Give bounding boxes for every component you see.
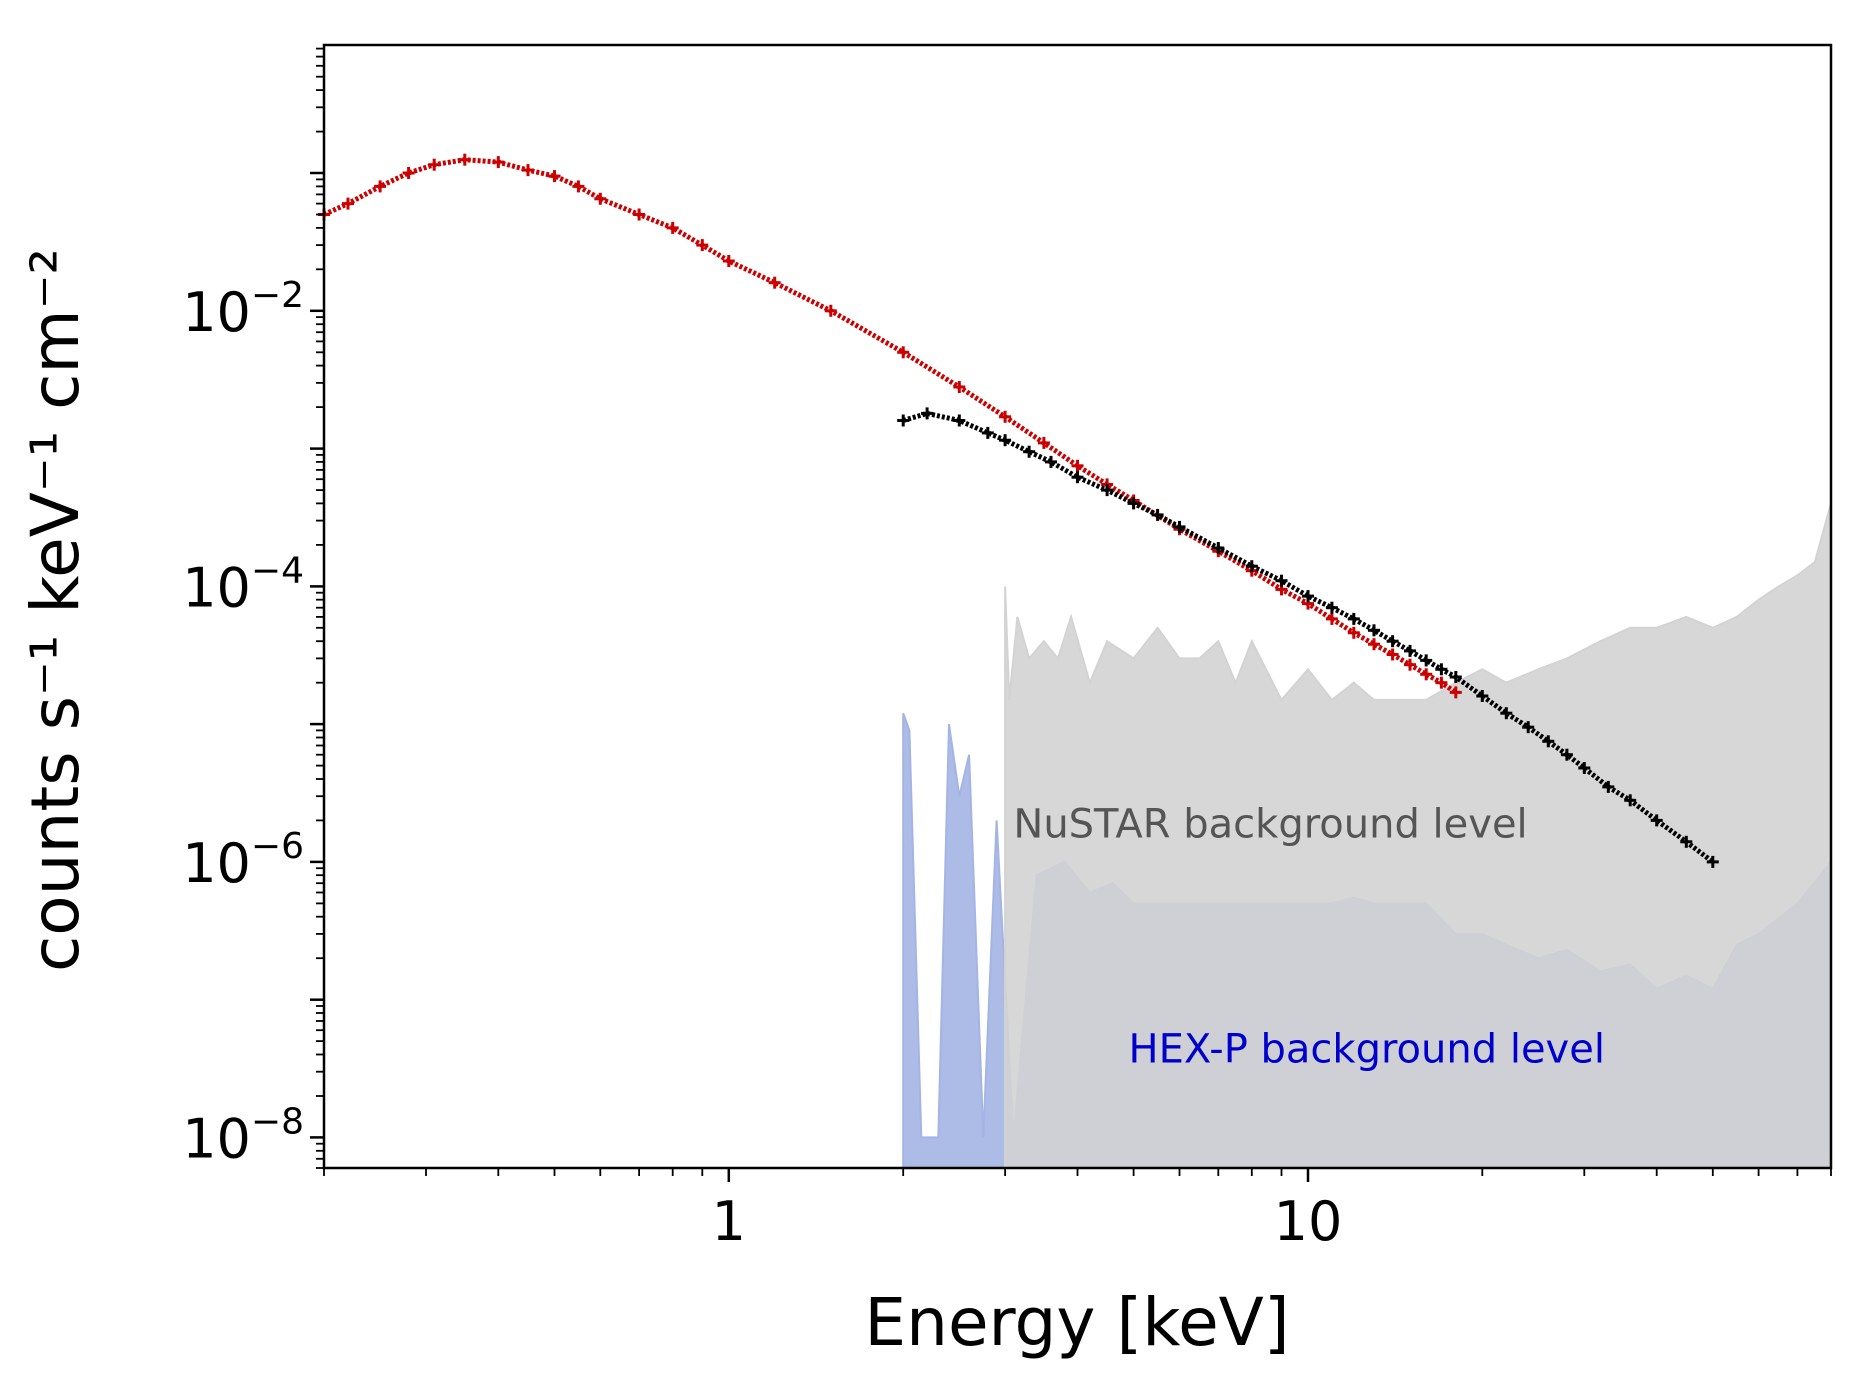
- annotation-label: NuSTAR background level: [1013, 802, 1527, 848]
- y-tick-exponent: −2: [251, 275, 304, 316]
- y-tick-label: 10−8: [182, 1101, 304, 1170]
- y-tick-exponent: −8: [251, 1101, 304, 1142]
- y-tick-label: 10−4: [182, 550, 304, 619]
- nustar-background-series: [1004, 503, 1832, 1169]
- annotation-label: HEX-P background level: [1129, 1027, 1605, 1073]
- x-axis-title: Energy [keV]: [864, 1284, 1289, 1361]
- y-axis-title: counts s⁻¹ keV⁻¹ cm⁻²: [17, 248, 94, 972]
- y-tick-exponent: −4: [251, 550, 304, 591]
- y-tick-base: 10: [182, 556, 251, 619]
- series-layer: [318, 153, 1832, 1169]
- spectrum-line: [902, 410, 1715, 864]
- y-tick-base: 10: [182, 1107, 251, 1170]
- y-tick-exponent: −6: [251, 826, 304, 867]
- x-tick-label: 10: [1274, 1190, 1343, 1253]
- y-tick-label: 10−6: [182, 826, 304, 895]
- hard-x-ray-spectrum-series: [897, 407, 1719, 868]
- x-tick-label: 1: [712, 1190, 746, 1253]
- y-tick-base: 10: [182, 832, 251, 895]
- y-tick-label: 10−2: [182, 275, 304, 344]
- annotation-layer: NuSTAR background level HEX-P background …: [1013, 802, 1605, 1073]
- y-tick-base: 10: [182, 281, 251, 344]
- background-band: [1004, 503, 1832, 1169]
